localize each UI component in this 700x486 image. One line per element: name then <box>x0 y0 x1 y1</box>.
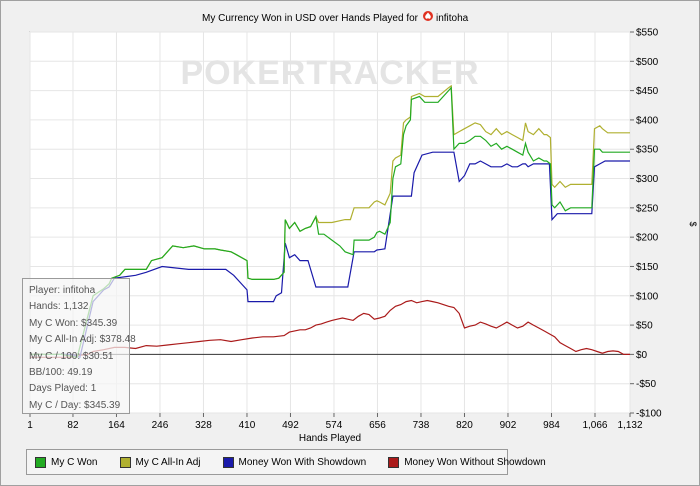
hover-tooltip: Player: infitoha Hands: 1,132 My C Won: … <box>22 278 136 414</box>
x-tick-label: 656 <box>369 420 386 431</box>
x-tick-label: 1 <box>27 420 33 431</box>
legend-swatch <box>388 456 400 468</box>
series-line-money-won-without-showdown <box>30 299 630 358</box>
y-tick-label: $50 <box>636 321 653 332</box>
y-tick-label: $450 <box>636 86 659 97</box>
y-tick-label: $500 <box>636 57 659 68</box>
tooltip-per-day: My C / Day: $345.39 <box>29 399 121 411</box>
legend-label: Money Won With Showdown <box>238 456 367 468</box>
chart-title-player: infitoha <box>436 13 469 24</box>
y-tick-label: -$100 <box>636 409 662 420</box>
y-tick-label: $200 <box>636 233 659 244</box>
y-tick-label: $0 <box>636 350 648 361</box>
y-tick-label: $100 <box>636 291 659 302</box>
x-tick-label: 492 <box>282 420 299 431</box>
tooltip-player: Player: infitoha <box>29 285 96 296</box>
legend-item-my-c-allin-adj[interactable]: My C All-In Adj <box>119 456 201 468</box>
x-tick-label: 738 <box>413 420 430 431</box>
spade-icon <box>423 11 433 21</box>
legend-label: Money Won Without Showdown <box>404 456 546 468</box>
series-layer <box>30 84 630 359</box>
tooltip-per-100: My C / 100: $30.51 <box>29 350 114 362</box>
x-tick-label: 82 <box>67 420 79 431</box>
x-tick-label: 1,066 <box>582 420 607 431</box>
y-tick-label: $350 <box>636 145 659 156</box>
x-tick-label: 164 <box>108 420 125 431</box>
legend-item-won-without-showdown[interactable]: Money Won Without Showdown <box>388 456 546 468</box>
tooltip-hands: Hands: 1,132 <box>29 301 89 313</box>
x-tick-label: 328 <box>195 420 212 431</box>
x-tick-label: 574 <box>326 420 343 431</box>
chart-title: My Currency Won in USD over Hands Played… <box>202 13 419 24</box>
series-line-money-won-with-showdown <box>30 151 630 359</box>
tooltip-days: Days Played: 1 <box>29 383 97 395</box>
legend-label: My C Won <box>51 456 98 468</box>
y-tick-label: $550 <box>636 28 659 39</box>
y-axis-label: $ <box>688 221 698 226</box>
y-tick-label: -$50 <box>636 379 656 390</box>
x-tick-label: 902 <box>500 420 517 431</box>
x-tick-label: 410 <box>239 420 256 431</box>
legend-item-my-c-won[interactable]: My C Won <box>35 456 98 468</box>
tooltip-bb-100: BB/100: 49.19 <box>29 366 93 378</box>
legend-swatch <box>35 456 46 468</box>
x-tick-label: 820 <box>456 420 473 431</box>
x-tick-label: 246 <box>152 420 169 431</box>
y-tick-label: $300 <box>636 174 659 185</box>
y-tick-label: $400 <box>636 115 659 126</box>
watermark: POKERTRACKER <box>180 54 479 92</box>
legend: My C Won My C All-In Adj Money Won With … <box>26 449 546 475</box>
y-axis-ticks: $550 $500 $450 $400 $350 $300 $250 $200 $150 $100… <box>630 28 662 420</box>
y-tick-label: $250 <box>636 203 659 214</box>
series-line-my-c-won <box>30 86 630 358</box>
x-tick-label: 1,132 <box>617 420 642 431</box>
legend-swatch <box>119 456 131 468</box>
tooltip-won: My C Won: $345.39 <box>29 317 118 329</box>
x-axis-ticks: 1 82 164 246 328 410 492 574 656 738 820 902 984 1,06… <box>27 413 643 431</box>
tooltip-allin-adj: My C All-In Adj: $378.48 <box>29 334 136 346</box>
x-tick-label: 984 <box>543 420 560 431</box>
legend-swatch <box>222 456 234 468</box>
legend-item-won-with-showdown[interactable]: Money Won With Showdown <box>222 456 367 468</box>
legend-label: My C All-In Adj <box>135 456 201 468</box>
y-tick-label: $150 <box>636 262 659 273</box>
x-axis-label: Hands Played <box>299 433 361 444</box>
